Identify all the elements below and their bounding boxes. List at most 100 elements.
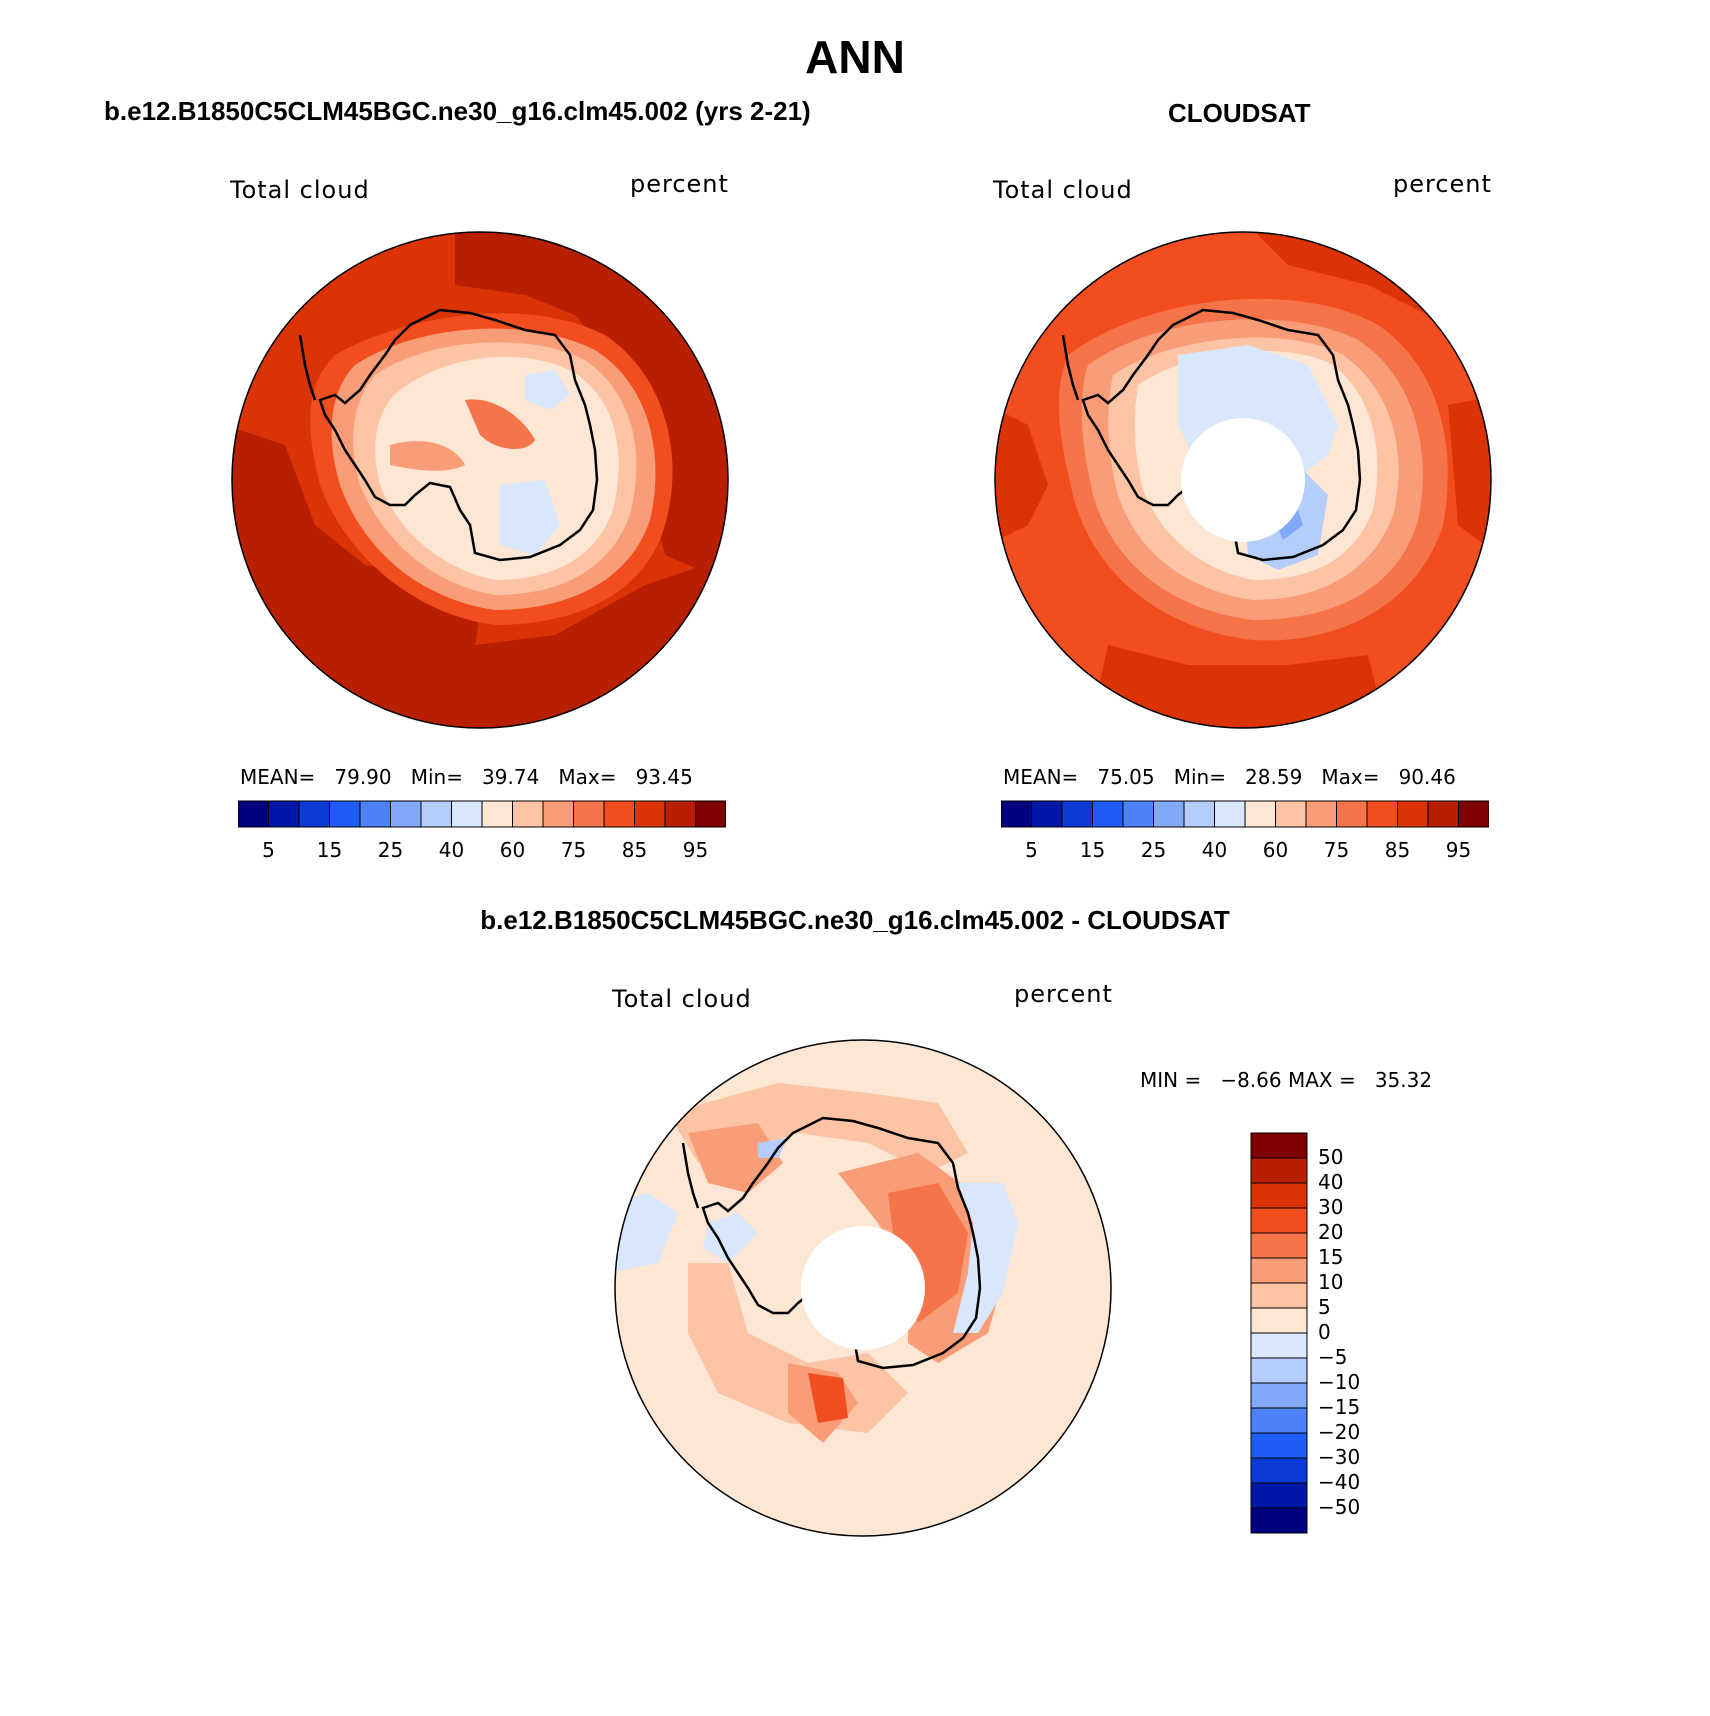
model-colorbar-box bbox=[268, 800, 300, 828]
model-polar-map bbox=[231, 231, 729, 729]
obs-min-value: 28.59 bbox=[1245, 765, 1303, 789]
diff-colorbar-tick-label: 50 bbox=[1318, 1145, 1344, 1169]
obs-colorbar-box bbox=[1092, 800, 1124, 828]
obs-colorbar-tick-label: 75 bbox=[1323, 838, 1350, 862]
model-colorbar-box bbox=[238, 800, 269, 828]
diff-colorbar-tick-label: 10 bbox=[1318, 1270, 1344, 1294]
diff-min-value: −8.66 bbox=[1220, 1068, 1282, 1092]
obs-mean-label: MEAN= bbox=[1003, 765, 1079, 789]
diff-colorbar-box bbox=[1250, 1257, 1308, 1284]
main-title: ANN bbox=[805, 31, 905, 83]
obs-min-label: Min= bbox=[1173, 765, 1226, 789]
model-colorbar-box bbox=[664, 800, 696, 828]
obs-units-label: percent bbox=[1393, 170, 1492, 198]
diff-colorbar-box bbox=[1250, 1282, 1308, 1309]
diff-units-label: percent bbox=[1014, 980, 1113, 1008]
model-colorbar-box bbox=[603, 800, 635, 828]
obs-colorbar-tick-label: 85 bbox=[1384, 838, 1411, 862]
obs-colorbar-box bbox=[1001, 800, 1032, 828]
diff-colorbar-box bbox=[1250, 1157, 1308, 1184]
obs-colorbar-box bbox=[1214, 800, 1246, 828]
model-max-value: 93.45 bbox=[635, 765, 693, 789]
diff-colorbar-box bbox=[1250, 1182, 1308, 1209]
diff-colorbar-tick-label: 5 bbox=[1318, 1295, 1331, 1319]
diff-colorbar-box bbox=[1250, 1507, 1308, 1534]
diff-colorbar-box bbox=[1250, 1382, 1308, 1409]
obs-colorbar-box bbox=[1458, 800, 1489, 828]
model-colorbar-tick-label: 95 bbox=[682, 838, 709, 862]
model-colorbar-box bbox=[634, 800, 666, 828]
model-colorbar-tick-label: 40 bbox=[438, 838, 465, 862]
diff-colorbar-box bbox=[1250, 1207, 1308, 1234]
model-colorbar-ticks: 5 15 25 40 60 75 85 95 bbox=[238, 838, 726, 868]
diff-colorbar-box bbox=[1250, 1407, 1308, 1434]
diff-panel-title: b.e12.B1850C5CLM45BGC.ne30_g16.clm45.002… bbox=[480, 905, 1230, 935]
model-colorbar-box bbox=[573, 800, 605, 828]
diff-colorbar-tick-label: −50 bbox=[1318, 1495, 1361, 1519]
model-panel-title: b.e12.B1850C5CLM45BGC.ne30_g16.clm45.002… bbox=[104, 96, 811, 126]
diff-colorbar bbox=[1250, 1132, 1308, 1534]
diff-colorbar-box bbox=[1250, 1482, 1308, 1509]
obs-colorbar-tick-label: 25 bbox=[1140, 838, 1167, 862]
diff-colorbar-box bbox=[1250, 1457, 1308, 1484]
obs-colorbar-tick-label: 60 bbox=[1262, 838, 1289, 862]
model-colorbar-tick-label: 75 bbox=[560, 838, 587, 862]
model-colorbar-box bbox=[512, 800, 544, 828]
model-colorbar-tick-label: 60 bbox=[499, 838, 526, 862]
model-colorbar bbox=[238, 800, 726, 828]
diff-colorbar-box bbox=[1250, 1357, 1308, 1384]
diff-colorbar-tick-label: 40 bbox=[1318, 1170, 1344, 1194]
diff-max-label: MAX = bbox=[1287, 1068, 1356, 1092]
diff-colorbar-box bbox=[1250, 1432, 1308, 1459]
diff-min-label: MIN = bbox=[1140, 1068, 1202, 1092]
model-min-label: Min= bbox=[410, 765, 463, 789]
obs-colorbar-box bbox=[1366, 800, 1398, 828]
diff-max-value: 35.32 bbox=[1374, 1068, 1433, 1092]
diff-colorbar-tick-label: −10 bbox=[1318, 1370, 1361, 1394]
obs-colorbar-box bbox=[1244, 800, 1276, 828]
model-colorbar-box bbox=[359, 800, 391, 828]
obs-mean-value: 75.05 bbox=[1097, 765, 1155, 789]
obs-colorbar-tick-label: 5 bbox=[1025, 838, 1038, 862]
diff-colorbar-box bbox=[1250, 1132, 1308, 1159]
obs-polar-map bbox=[994, 231, 1492, 729]
diff-colorbar-tick-label: −15 bbox=[1318, 1395, 1361, 1419]
model-stats: MEAN= 79.90 Min= 39.74 Max= 93.45 bbox=[240, 765, 693, 789]
obs-colorbar-box bbox=[1427, 800, 1459, 828]
model-colorbar-tick-label: 5 bbox=[262, 838, 275, 862]
obs-max-value: 90.46 bbox=[1398, 765, 1456, 789]
diff-colorbar-ticks: 50 40 30 20 15 10 5 0 −5 −10 −15 −20 −30 −40 −50 bbox=[1318, 1132, 1398, 1536]
obs-colorbar-box bbox=[1061, 800, 1093, 828]
obs-colorbar-box bbox=[1031, 800, 1063, 828]
model-colorbar-box bbox=[481, 800, 513, 828]
diff-colorbar-tick-label: −20 bbox=[1318, 1420, 1361, 1444]
obs-colorbar bbox=[1001, 800, 1489, 828]
obs-colorbar-box bbox=[1275, 800, 1307, 828]
obs-stats: MEAN= 75.05 Min= 28.59 Max= 90.46 bbox=[1003, 765, 1456, 789]
diff-colorbar-box bbox=[1250, 1307, 1308, 1334]
model-colorbar-tick-label: 25 bbox=[377, 838, 404, 862]
model-mean-value: 79.90 bbox=[334, 765, 392, 789]
obs-colorbar-box bbox=[1305, 800, 1337, 828]
model-mean-label: MEAN= bbox=[240, 765, 316, 789]
obs-variable-label: Total cloud bbox=[993, 176, 1133, 204]
diff-colorbar-tick-label: 0 bbox=[1318, 1320, 1331, 1344]
diff-colorbar-box bbox=[1250, 1332, 1308, 1359]
model-colorbar-box bbox=[451, 800, 483, 828]
model-colorbar-box bbox=[298, 800, 330, 828]
obs-colorbar-box bbox=[1183, 800, 1215, 828]
obs-colorbar-box bbox=[1153, 800, 1185, 828]
model-colorbar-box bbox=[695, 800, 726, 828]
diff-colorbar-tick-label: −5 bbox=[1318, 1345, 1348, 1369]
obs-colorbar-ticks: 5 15 25 40 60 75 85 95 bbox=[1001, 838, 1489, 868]
diff-colorbar-tick-label: 30 bbox=[1318, 1195, 1344, 1219]
model-max-label: Max= bbox=[558, 765, 617, 789]
model-colorbar-box bbox=[420, 800, 452, 828]
obs-colorbar-box bbox=[1336, 800, 1368, 828]
model-colorbar-box bbox=[329, 800, 361, 828]
obs-panel-title: CLOUDSAT bbox=[1168, 98, 1311, 128]
model-colorbar-box bbox=[542, 800, 574, 828]
obs-colorbar-box bbox=[1397, 800, 1429, 828]
model-min-value: 39.74 bbox=[482, 765, 540, 789]
obs-colorbar-tick-label: 95 bbox=[1445, 838, 1472, 862]
